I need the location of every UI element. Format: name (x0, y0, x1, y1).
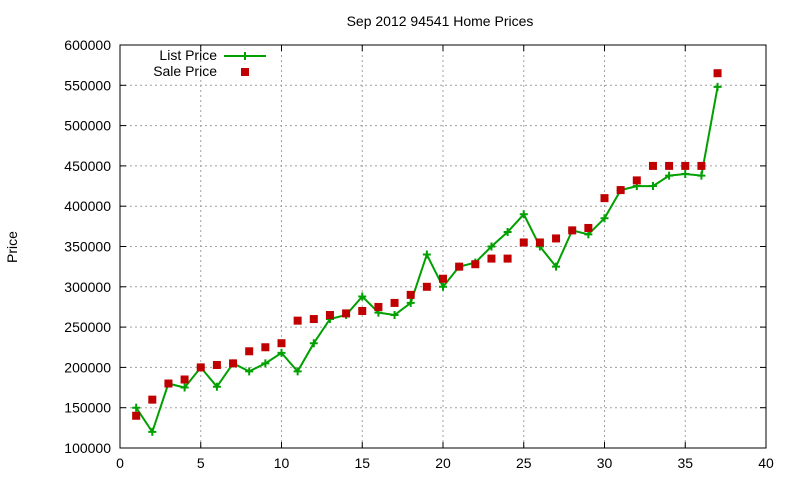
series-sale-price (132, 69, 722, 420)
x-tick-label: 15 (354, 455, 370, 471)
plot-frame (119, 44, 767, 449)
x-tick-label: 5 (197, 455, 205, 471)
data-point-sale-price (648, 161, 657, 170)
data-point-sale-price (309, 315, 318, 324)
data-point-sale-price (697, 161, 706, 170)
legend-label-list-price: List Price (159, 47, 217, 63)
data-point-list-price (406, 298, 415, 307)
data-point-sale-price (681, 161, 690, 170)
data-point-list-price (487, 242, 496, 251)
data-point-sale-price (471, 260, 480, 269)
legend: List Price Sale Price (153, 47, 266, 79)
data-point-sale-price (535, 238, 544, 247)
y-tick-label: 500000 (64, 118, 111, 134)
data-point-sale-price (487, 254, 496, 263)
data-point-sale-price (503, 254, 512, 263)
data-point-list-price (600, 214, 609, 223)
data-point-list-price (503, 227, 512, 236)
data-point-list-price (552, 262, 561, 271)
data-point-sale-price (455, 262, 464, 271)
y-tick-label: 200000 (64, 359, 111, 375)
data-point-sale-price (439, 274, 447, 283)
y-tick-label: 450000 (64, 158, 111, 174)
grid (120, 45, 766, 448)
y-tick-label: 100000 (64, 440, 111, 456)
data-point-sale-price (196, 363, 205, 372)
data-point-sale-price (422, 282, 431, 291)
data-point-sale-price (519, 238, 528, 247)
data-point-sale-price (342, 309, 351, 318)
data-point-sale-price (164, 379, 173, 388)
y-tick-label: 600000 (64, 37, 111, 53)
data-point-list-price (148, 427, 157, 436)
data-point-sale-price (229, 359, 238, 368)
data-point-list-price (648, 182, 657, 191)
data-point-list-price (697, 171, 706, 180)
x-tick-label: 30 (597, 455, 613, 471)
data-point-sale-price (665, 161, 674, 170)
data-point-list-price (439, 282, 447, 291)
data-point-sale-price (616, 186, 625, 195)
data-point-sale-price (148, 395, 157, 404)
data-point-sale-price (568, 226, 577, 235)
y-tick-label: 350000 (64, 239, 111, 255)
data-point-sale-price (358, 306, 367, 315)
data-point-list-price (422, 250, 431, 259)
x-tick-label: 20 (435, 455, 451, 471)
legend-marker-sale-price (241, 68, 249, 76)
y-axis-label: Price (4, 231, 20, 263)
data-point-sale-price (713, 69, 722, 78)
data-point-list-price (390, 311, 399, 320)
data-point-sale-price (212, 360, 221, 369)
data-point-sale-price (277, 339, 286, 348)
legend-plus-list-price (241, 52, 249, 60)
data-point-list-price (309, 339, 318, 348)
data-point-sale-price (600, 194, 609, 203)
data-point-sale-price (261, 343, 270, 352)
data-point-sale-price (632, 176, 641, 185)
data-point-list-price (261, 359, 270, 368)
data-point-sale-price (325, 311, 334, 320)
data-point-sale-price (374, 302, 383, 311)
data-point-list-price (293, 367, 302, 376)
x-tick-label: 35 (677, 455, 693, 471)
data-point-sale-price (552, 234, 561, 243)
x-tick-label: 40 (758, 455, 774, 471)
data-point-sale-price (245, 347, 254, 356)
data-point-list-price (132, 403, 141, 412)
x-tick-label: 10 (274, 455, 290, 471)
data-point-sale-price (132, 411, 141, 420)
chart-title: Sep 2012 94541 Home Prices (347, 13, 534, 29)
series-list-price (132, 82, 722, 436)
series-line-list-price (135, 86, 719, 435)
y-tick-label: 250000 (64, 319, 111, 335)
legend-label-sale-price: Sale Price (153, 63, 217, 79)
data-point-list-price (277, 348, 286, 357)
data-point-sale-price (293, 316, 302, 325)
data-point-list-price (245, 367, 254, 376)
data-point-sale-price (406, 290, 415, 299)
legend-marker-list-price (241, 52, 249, 60)
data-point-sale-price (584, 223, 593, 232)
data-point-list-price (519, 210, 528, 219)
data-point-list-price (713, 82, 722, 91)
data-point-list-price (180, 383, 189, 392)
series-layer (132, 69, 722, 436)
data-point-list-price (212, 382, 221, 391)
data-point-sale-price (390, 298, 399, 307)
data-point-list-price (681, 169, 690, 178)
ticks: 0 5 10 15 20 25 30 35 40 100000 150000 200000 250000… (64, 37, 774, 471)
y-tick-label: 400000 (64, 198, 111, 214)
data-point-list-price (665, 171, 674, 180)
data-point-list-price (358, 292, 367, 301)
y-tick-label: 300000 (64, 279, 111, 295)
x-tick-label: 0 (116, 455, 124, 471)
y-tick-label: 150000 (64, 400, 111, 416)
x-tick-label: 25 (516, 455, 532, 471)
y-tick-label: 550000 (64, 77, 111, 93)
data-point-sale-price (180, 375, 189, 384)
